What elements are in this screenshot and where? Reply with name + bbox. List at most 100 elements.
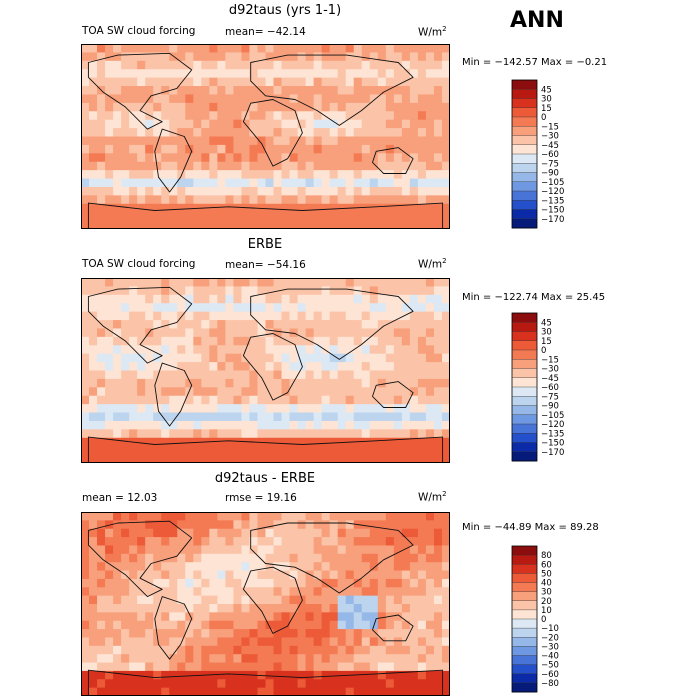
map-cell bbox=[241, 512, 250, 521]
map-cell bbox=[401, 362, 411, 371]
map-cell bbox=[81, 170, 90, 180]
map-cell bbox=[425, 303, 435, 313]
map-cell bbox=[297, 378, 307, 388]
map-cell bbox=[153, 412, 162, 422]
map-cell bbox=[377, 370, 387, 380]
map-cell bbox=[273, 60, 283, 70]
map-cell bbox=[153, 570, 162, 580]
map-cell bbox=[337, 278, 347, 287]
map-cell bbox=[217, 645, 226, 655]
colorbar-tick-label: −45 bbox=[541, 141, 559, 151]
map-cell bbox=[185, 562, 194, 572]
map-cell bbox=[313, 437, 323, 447]
map-cell bbox=[81, 136, 90, 146]
map-cell bbox=[321, 203, 331, 213]
panel3-title: d92taus - ERBE bbox=[214, 471, 316, 486]
map-cell bbox=[337, 111, 347, 121]
map-cell bbox=[209, 370, 218, 380]
map-cell bbox=[393, 294, 403, 304]
map-cell bbox=[201, 212, 210, 222]
colorbar-swatch bbox=[512, 628, 537, 638]
map-cell bbox=[353, 328, 363, 338]
map-cell bbox=[281, 454, 291, 463]
map-cell bbox=[329, 136, 339, 146]
map-cell bbox=[169, 395, 178, 405]
map-cell bbox=[105, 370, 114, 380]
map-cell bbox=[161, 94, 170, 104]
map-cell bbox=[369, 595, 379, 605]
map-cell bbox=[337, 370, 347, 380]
map-cell bbox=[409, 662, 419, 672]
map-cell bbox=[89, 178, 98, 188]
map-cell bbox=[145, 454, 154, 463]
map-cell bbox=[417, 578, 427, 588]
map-cell bbox=[289, 537, 299, 546]
map-cell bbox=[145, 294, 154, 304]
map-cell bbox=[369, 195, 379, 205]
map-cell bbox=[153, 60, 162, 70]
map-cell bbox=[265, 153, 275, 163]
map-cell bbox=[257, 637, 266, 647]
map-cell bbox=[169, 170, 178, 180]
map-cell bbox=[353, 545, 363, 555]
map-cell bbox=[145, 412, 154, 422]
map-cell bbox=[249, 94, 258, 104]
map-cell bbox=[369, 60, 379, 70]
map-cell bbox=[353, 446, 363, 456]
map-cell bbox=[369, 537, 379, 546]
map-cell bbox=[169, 587, 178, 597]
map-cell bbox=[409, 528, 419, 538]
map-cell bbox=[321, 429, 331, 439]
map-cell bbox=[337, 520, 347, 530]
map-cell bbox=[273, 679, 283, 689]
map-cell bbox=[153, 311, 162, 321]
map-cell bbox=[113, 86, 122, 95]
map-cell bbox=[81, 654, 90, 664]
map-cell bbox=[145, 212, 154, 222]
map-cell bbox=[385, 570, 395, 580]
map-cell bbox=[81, 328, 90, 338]
map-cell bbox=[313, 94, 323, 104]
map-cell bbox=[305, 186, 315, 196]
map-cell bbox=[161, 629, 170, 638]
map-cell bbox=[201, 520, 210, 530]
map-cell bbox=[137, 420, 146, 430]
map-cell bbox=[329, 537, 339, 546]
map-cell bbox=[153, 286, 162, 296]
map-cell bbox=[241, 637, 250, 647]
map-cell bbox=[377, 620, 387, 630]
map-cell bbox=[185, 52, 194, 62]
map-cell bbox=[377, 629, 387, 638]
map-cell bbox=[353, 637, 363, 647]
map-cell bbox=[209, 604, 218, 613]
map-cell bbox=[289, 294, 299, 304]
map-cell bbox=[281, 153, 291, 163]
map-cell bbox=[137, 637, 146, 647]
map-cell bbox=[377, 362, 387, 371]
map-cell bbox=[97, 44, 106, 53]
map-cell bbox=[209, 161, 218, 171]
map-cell bbox=[393, 320, 403, 329]
map-cell bbox=[185, 94, 194, 104]
map-cell bbox=[257, 320, 266, 329]
map-cell bbox=[313, 119, 323, 129]
map-cell bbox=[193, 128, 202, 137]
map-cell bbox=[97, 604, 106, 613]
map-cell bbox=[233, 186, 242, 196]
map-cell bbox=[441, 387, 450, 397]
map-cell bbox=[385, 520, 395, 530]
map-cell bbox=[313, 86, 323, 95]
map-cell bbox=[425, 362, 435, 371]
map-cell bbox=[409, 278, 419, 287]
map-cell bbox=[417, 153, 427, 163]
map-cell bbox=[209, 86, 218, 95]
map-cell bbox=[81, 595, 90, 605]
map-cell bbox=[401, 161, 411, 171]
map-cell bbox=[353, 578, 363, 588]
map-cell bbox=[153, 679, 162, 689]
map-cell bbox=[225, 595, 234, 605]
map-cell bbox=[337, 537, 347, 546]
map-cell bbox=[137, 161, 146, 171]
map-cell bbox=[353, 420, 363, 430]
map-cell bbox=[313, 670, 323, 680]
